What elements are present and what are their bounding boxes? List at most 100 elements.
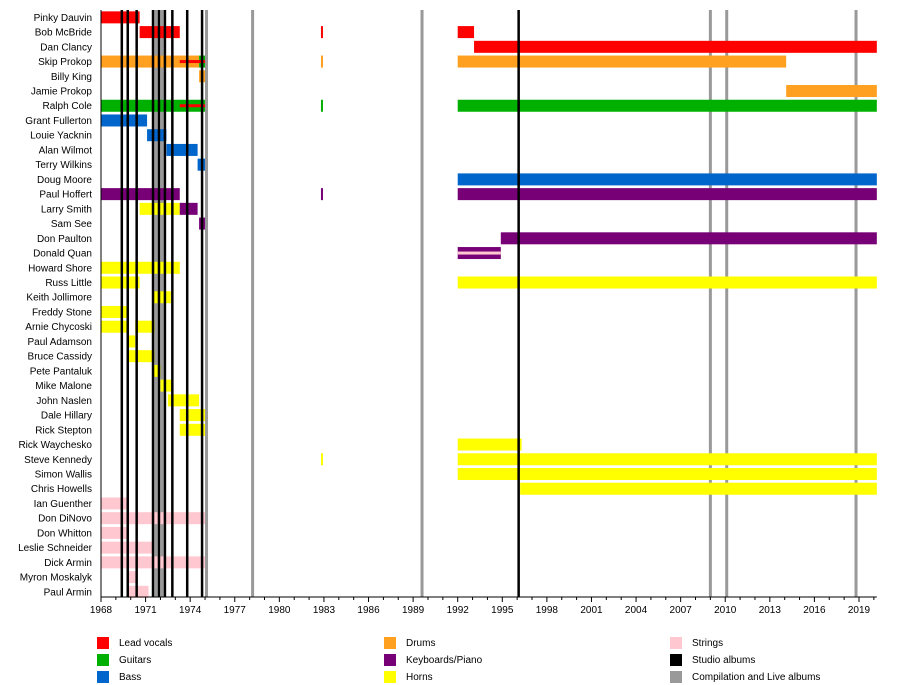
legend-swatch [384,671,396,683]
timeline-chart: Pinky Dauvin Bob McBride Dan Clancy Skip Pr… [18,10,877,616]
member-bar [101,188,180,201]
member-label: Dan Clancy [40,42,92,53]
member-label: Don Whitton [37,528,92,539]
member-label: Paul Hoffert [39,190,92,201]
member-bar [474,40,877,53]
x-tick-label: 2019 [848,605,871,616]
legend-swatch [384,654,396,666]
compilation-album-line [205,10,209,597]
member-label: Don Paulton [37,234,92,245]
x-tick-label: 1989 [402,605,425,616]
member-label: Doug Moore [37,175,92,186]
studio-album-line [517,10,520,597]
member-label: Keith Jollimore [26,293,92,304]
legend-item: Compilation and Live albums [670,671,820,683]
member-bar [127,571,137,584]
x-tick-label: 1992 [447,605,470,616]
legend-label: Drums [406,637,436,649]
member-label: Dale Hillary [41,411,92,422]
member-bar [320,26,323,39]
member-bar [153,364,161,377]
member-bar [320,99,323,112]
member-label: Pinky Dauvin [34,13,92,24]
legend-label: Bass [119,671,142,683]
legend-label: Lead vocals [119,637,173,649]
member-bar [147,129,167,142]
member-label: Paul Armin [44,587,92,598]
member-label: Myron Moskalyk [20,573,93,584]
legend-label: Compilation and Live albums [692,671,821,683]
studio-album-line [200,10,204,597]
member-bar [457,276,877,289]
member-label: Arnie Chycoski [25,322,92,333]
member-label: Louie Yacknin [30,131,92,142]
legend-item: Strings [670,637,723,649]
studio-album-line [185,10,189,597]
member-bar [127,335,136,348]
member-bar [101,11,140,24]
member-label: Paul Adamson [28,337,93,348]
compilation-album-line [708,10,712,597]
x-tick-label: 1983 [313,605,336,616]
member-label: Pete Pantaluk [30,366,93,377]
compilation-album-line [420,10,424,597]
member-bar [101,114,148,127]
legend-swatch [670,654,682,666]
member-bar [320,55,323,68]
member-label: Jamie Prokop [31,87,93,98]
member-bar [457,26,475,39]
x-tick-label: 1968 [90,605,113,616]
legend-item: Drums [384,637,435,649]
legend-item: Horns [384,671,433,683]
x-tick-label: 2013 [759,605,782,616]
compilation-album-line [854,10,858,597]
member-label: Skip Prokop [38,57,92,68]
member-bar [101,497,128,510]
legend-label: Keyboards/Piano [406,654,483,666]
legend-swatch [670,637,682,649]
member-bar [135,320,155,333]
member-label: Bob McBride [35,28,93,39]
compilation-album-line [725,10,729,597]
legend-item: Lead vocals [97,637,172,649]
legend-swatch [670,671,682,683]
member-bar [457,55,787,68]
legend-swatch [97,671,109,683]
x-tick-label: 2010 [714,605,737,616]
member-bar [457,467,877,480]
member-label: Howard Shore [28,263,92,274]
member-bar [101,320,128,333]
member-label: Don DiNovo [38,514,92,525]
legend-swatch [97,654,109,666]
x-tick-label: 1974 [179,605,202,616]
member-label: Bruce Cassidy [28,352,92,363]
member-label: Dick Armin [44,558,92,569]
member-bar [167,394,200,407]
member-label: Rick Waychesko [18,440,92,451]
member-bar [127,350,155,363]
legend-item: Keyboards/Piano [384,654,482,666]
x-tick-label: 2001 [580,605,603,616]
member-bar [101,305,128,318]
x-tick-label: 1977 [224,605,247,616]
legend-label: Horns [406,671,433,683]
legend-swatch [384,637,396,649]
member-label: Terry Wilkins [35,160,92,171]
studio-album-line [126,10,130,597]
member-label: John Naslen [36,396,92,407]
legend-label: Studio albums [692,654,756,666]
compilation-album-line [154,10,158,597]
member-bar [160,379,173,392]
member-bar [786,85,877,98]
member-label: Grant Fullerton [25,116,92,127]
studio-album-line [163,10,167,597]
x-tick-label: 2004 [625,605,648,616]
member-bar [166,143,198,156]
compilation-album-line [160,10,164,597]
member-bar-overlay [457,251,501,255]
member-label: Ralph Cole [43,101,93,112]
member-label: Sam See [51,219,93,230]
member-bar [101,526,128,539]
legend-swatch [97,637,109,649]
